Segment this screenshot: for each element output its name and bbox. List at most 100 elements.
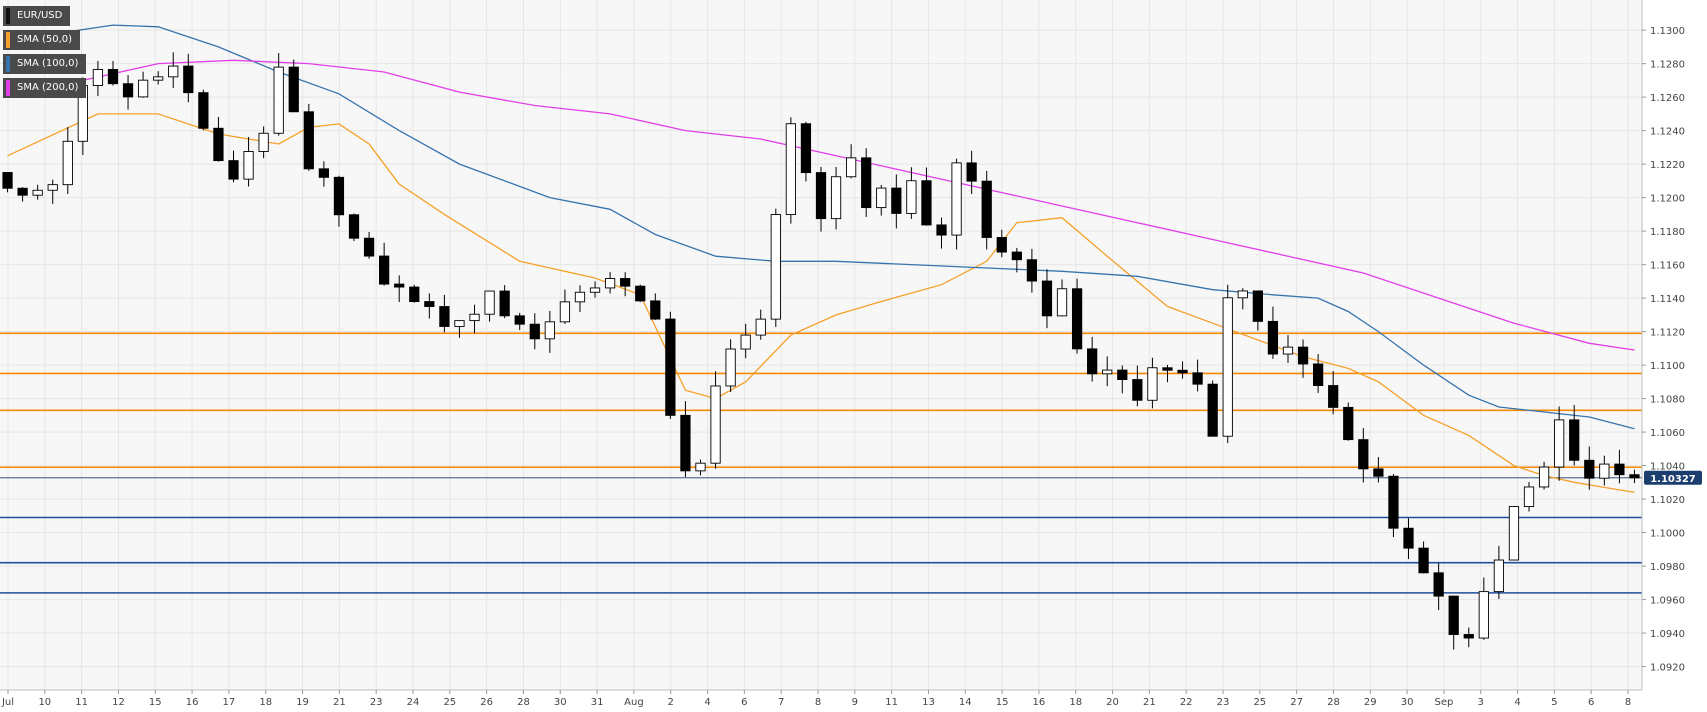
candle-down (198, 92, 209, 129)
y-tick-label: 1.1260 (1650, 93, 1685, 104)
candle-up (62, 140, 73, 186)
last-price-tag: 1.10327 (1644, 470, 1702, 485)
candle-down (1418, 547, 1429, 574)
candle-up (92, 69, 104, 86)
candle-up (710, 385, 721, 464)
candle-up (454, 320, 465, 327)
x-tick-label: 27 (1290, 697, 1303, 708)
candle-down (996, 237, 1007, 253)
last-price-label: 1.10327 (1650, 474, 1696, 485)
candle-up (258, 132, 269, 152)
candle-up (1554, 419, 1565, 468)
y-tick-label: 1.1040 (1650, 462, 1685, 473)
legend-sma200[interactable]: SMA (200,0) (3, 78, 87, 98)
y-tick-label: 1.1000 (1650, 529, 1685, 540)
candle-down (439, 306, 450, 327)
candle-down (379, 255, 390, 285)
candle-up (951, 162, 962, 236)
candle-down (1071, 288, 1083, 350)
candle-down (1087, 348, 1098, 375)
candle-down (891, 187, 902, 214)
candle-up (589, 287, 601, 293)
x-tick-label: 5 (1551, 697, 1557, 708)
candle-down (1312, 363, 1324, 387)
y-tick-label: 1.1140 (1650, 294, 1685, 305)
x-tick-label: 15 (149, 697, 162, 708)
x-tick-label: 28 (1327, 697, 1340, 708)
candle-down (635, 285, 646, 302)
candle-down (1403, 527, 1414, 549)
x-tick-label: 16 (186, 697, 199, 708)
x-tick-label: 31 (591, 697, 604, 708)
x-tick-label: 25 (1253, 697, 1266, 708)
candle-down (107, 69, 119, 85)
candle-up (906, 180, 917, 214)
sma100-label: SMA (100,0) (17, 58, 79, 69)
x-tick-label: 25 (443, 697, 456, 708)
candles (2, 52, 1640, 650)
grid-lines (0, 0, 1642, 690)
y-tick-label: 1.1220 (1650, 160, 1685, 171)
candle-down (815, 172, 827, 220)
candle-up (574, 291, 586, 303)
x-tick-label: 21 (1143, 697, 1156, 708)
x-axis-ticks: Jul 10 11 12 15 16 17 18 19 21 23 24 25 26 28 30 31 Aug 2 4… (1, 690, 1631, 708)
x-tick-label: 6 (1588, 697, 1594, 708)
candle-up (273, 66, 284, 134)
candle-down (921, 180, 932, 226)
candle-up (770, 214, 781, 320)
candle-up (484, 290, 495, 315)
candle-down (800, 123, 812, 174)
x-tick-label: 21 (333, 697, 346, 708)
y-tick-label: 1.0940 (1650, 629, 1685, 640)
candle-down (1388, 475, 1399, 529)
sma100-swatch (6, 56, 10, 72)
sma200-line (7, 59, 1635, 351)
candle-up (469, 313, 480, 322)
candle-down (1448, 595, 1459, 635)
y-tick-label: 1.1300 (1650, 26, 1685, 37)
candle-up (1147, 367, 1158, 401)
candle-up (32, 189, 43, 196)
y-tick-label: 1.0920 (1650, 663, 1685, 674)
y-tick-label: 1.1080 (1650, 395, 1685, 406)
sma50-label: SMA (50,0) (17, 34, 73, 45)
candle-down (333, 176, 345, 216)
sma200-swatch (6, 80, 10, 96)
candle-down (1117, 369, 1128, 380)
candle-down (424, 301, 435, 307)
candle-up (846, 157, 857, 178)
candle-down (348, 214, 360, 239)
candle-down (680, 414, 691, 472)
x-tick-label: 13 (922, 697, 935, 708)
legend-sma100[interactable]: SMA (100,0) (3, 54, 87, 74)
candle-down (966, 162, 977, 182)
candle-down (1192, 372, 1203, 385)
y-tick-label: 1.1180 (1650, 227, 1685, 238)
candle-up (785, 123, 796, 216)
x-tick-label: 18 (259, 697, 272, 708)
candle-down (122, 83, 134, 98)
x-tick-label: 20 (1106, 697, 1119, 708)
x-tick-label: 12 (112, 697, 125, 708)
legend-sma50[interactable]: SMA (50,0) (3, 30, 81, 50)
candle-up (544, 321, 555, 340)
candle-down (409, 286, 420, 303)
legend-symbol[interactable]: EUR/USD (3, 6, 71, 26)
candle-down (620, 278, 631, 287)
candle-down (981, 180, 992, 238)
x-tick-label: 28 (517, 697, 530, 708)
y-tick-label: 1.0980 (1650, 562, 1685, 573)
x-tick-label: 10 (38, 697, 51, 708)
candle-down (183, 65, 194, 94)
y-tick-label: 1.1240 (1650, 127, 1685, 138)
candle-up (168, 65, 179, 78)
candle-down (1207, 383, 1218, 437)
last-price-box (1644, 470, 1702, 485)
candle-up (47, 184, 58, 191)
x-tick-label: Sep (1434, 697, 1453, 708)
candle-down (1162, 367, 1173, 371)
candle-down (650, 300, 661, 320)
x-tick-label: 26 (480, 697, 493, 708)
